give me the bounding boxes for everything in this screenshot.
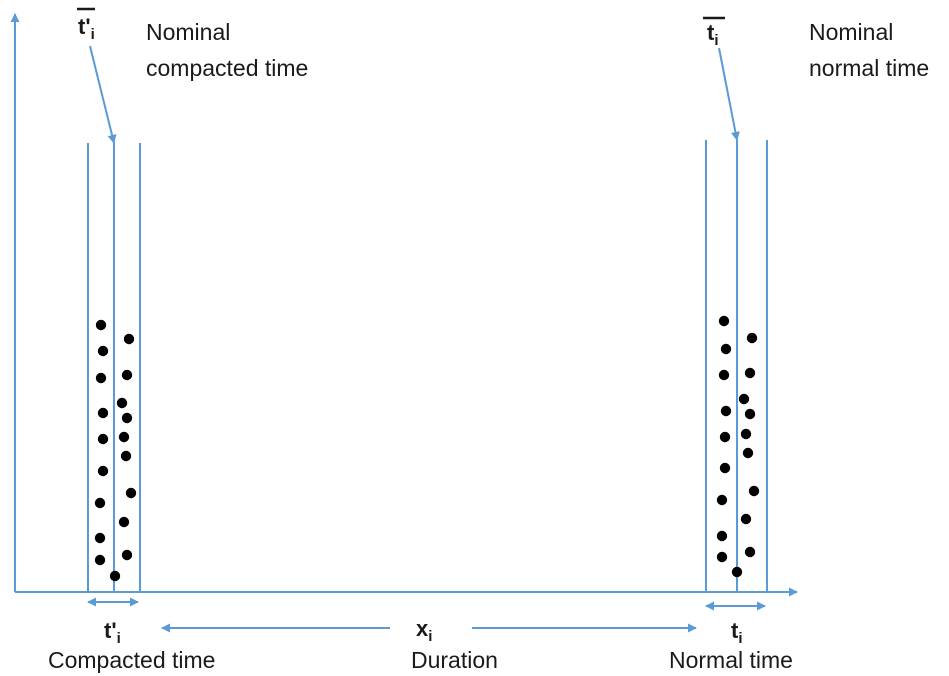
compacted-time-caption: Compacted time bbox=[48, 647, 215, 673]
data-dot bbox=[716, 494, 728, 506]
data-dot bbox=[121, 549, 133, 561]
nominal-compacted-symbol-sub: i bbox=[91, 26, 95, 43]
data-dot bbox=[97, 407, 109, 419]
data-dot bbox=[97, 345, 109, 357]
nominal-compacted-note-line1: Nominal bbox=[146, 19, 230, 45]
data-dot bbox=[121, 369, 133, 381]
duration-symbol: xi bbox=[416, 616, 432, 645]
normal-width-symbol-sub: i bbox=[738, 630, 742, 647]
normal-width-symbol-base: t bbox=[731, 618, 739, 643]
data-dot bbox=[97, 465, 109, 477]
data-dot bbox=[109, 570, 121, 582]
data-dot bbox=[742, 447, 754, 459]
data-dot bbox=[744, 408, 756, 420]
duration-symbol-base: x bbox=[416, 616, 429, 641]
data-dot bbox=[718, 315, 730, 327]
data-dot bbox=[123, 333, 135, 345]
data-dot bbox=[720, 343, 732, 355]
data-dot bbox=[97, 433, 109, 445]
data-dot bbox=[118, 516, 130, 528]
nominal-normal-note-line2: normal time bbox=[809, 55, 929, 81]
nominal-normal-pointer bbox=[718, 47, 740, 141]
normal-dots bbox=[716, 315, 760, 578]
data-dot bbox=[740, 513, 752, 525]
compacted-dots bbox=[94, 319, 137, 582]
data-dot bbox=[740, 428, 752, 440]
data-dot bbox=[94, 497, 106, 509]
data-dot bbox=[718, 369, 730, 381]
data-dot bbox=[719, 431, 731, 443]
nominal-compacted-symbol-base: t' bbox=[78, 14, 91, 39]
data-dot bbox=[94, 532, 106, 544]
nominal-normal-symbol-base: t bbox=[707, 20, 715, 45]
data-dot bbox=[746, 332, 758, 344]
data-dot bbox=[738, 393, 750, 405]
compacted-width-symbol: t'i bbox=[104, 618, 121, 647]
compacted-width-symbol-sub: i bbox=[117, 630, 121, 647]
normal-time-caption: Normal time bbox=[669, 647, 793, 673]
data-dot bbox=[748, 485, 760, 497]
data-dot bbox=[94, 554, 106, 566]
duration-symbol-sub: i bbox=[428, 628, 432, 645]
nominal-compacted-symbol: t'i bbox=[78, 14, 95, 43]
data-dot bbox=[716, 530, 728, 542]
data-dot bbox=[744, 546, 756, 558]
data-dot bbox=[121, 412, 133, 424]
compacted-band bbox=[87, 143, 141, 592]
data-dot bbox=[95, 319, 107, 331]
data-dot bbox=[95, 372, 107, 384]
nominal-compacted-pointer bbox=[89, 45, 117, 144]
data-dot bbox=[716, 551, 728, 563]
data-dot bbox=[125, 487, 137, 499]
nominal-compacted-note-line2: compacted time bbox=[146, 55, 308, 81]
nominal-normal-note-line1: Nominal bbox=[809, 19, 893, 45]
compacted-width-symbol-base: t' bbox=[104, 618, 117, 643]
data-dot bbox=[744, 367, 756, 379]
nominal-normal-symbol-sub: i bbox=[714, 32, 718, 49]
data-dot bbox=[120, 450, 132, 462]
data-dot bbox=[118, 431, 130, 443]
data-dot bbox=[731, 566, 743, 578]
nominal-normal-symbol: ti bbox=[707, 20, 719, 49]
normal-width-symbol: ti bbox=[731, 618, 743, 647]
duration-caption: Duration bbox=[411, 647, 498, 673]
data-dot bbox=[720, 405, 732, 417]
data-dot bbox=[116, 397, 128, 409]
data-dot bbox=[719, 462, 731, 474]
normal-band bbox=[705, 140, 768, 592]
